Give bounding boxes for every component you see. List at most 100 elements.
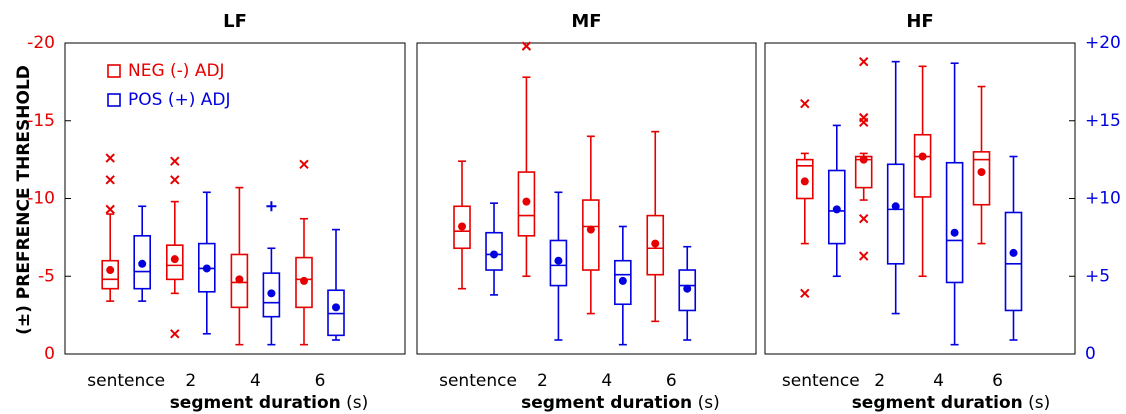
- legend-label: POS (+) ADJ: [128, 90, 230, 110]
- outlier: [105, 175, 115, 185]
- x-tick-label: 4: [250, 371, 261, 391]
- y-tick-label: -20: [27, 33, 55, 53]
- mean: [586, 225, 595, 234]
- box: [230, 253, 249, 309]
- box: [517, 171, 536, 237]
- x-tick-label: 6: [992, 371, 1003, 391]
- outlier: [170, 329, 180, 339]
- y2-tick-label: +5: [1085, 266, 1110, 286]
- box: [614, 259, 632, 306]
- y-tick-label: -15: [27, 111, 55, 131]
- outlier: [858, 214, 869, 224]
- box: [678, 269, 697, 312]
- box: [913, 133, 932, 198]
- y2-tick-label: +20: [1085, 33, 1121, 53]
- mean: [859, 155, 868, 164]
- mean: [170, 255, 179, 264]
- x-tick-label: sentence: [87, 371, 165, 391]
- mean: [950, 228, 959, 237]
- outlier: [105, 153, 115, 163]
- box: [827, 169, 846, 245]
- x-tick-label: sentence: [439, 371, 517, 391]
- box: [646, 214, 665, 276]
- mean: [618, 276, 627, 285]
- outlier: [170, 175, 180, 185]
- outlier: [858, 56, 869, 67]
- mean: [1009, 248, 1018, 257]
- mean: [651, 239, 660, 248]
- x-tick-label: 2: [537, 371, 548, 391]
- outlier: [299, 159, 309, 169]
- x-tick-label: 4: [601, 371, 612, 391]
- x-axis-label-text: segment duration: [521, 393, 692, 413]
- mean: [138, 259, 147, 268]
- mean: [800, 177, 809, 186]
- mean: [300, 276, 308, 285]
- mean: [918, 152, 927, 161]
- mean: [683, 284, 692, 293]
- box: [166, 244, 184, 281]
- x-tick-label: 6: [666, 371, 677, 391]
- y-tick-label: -10: [27, 189, 55, 209]
- mean: [106, 266, 115, 275]
- x-axis-label: segment duration (s): [521, 393, 720, 413]
- x-tick-label: 2: [874, 371, 885, 391]
- legend-marker: [107, 93, 121, 107]
- box: [795, 158, 814, 200]
- y-tick-label: -5: [38, 266, 55, 286]
- mean: [202, 264, 211, 273]
- x-axis-label: segment duration (s): [170, 393, 369, 413]
- mean: [522, 197, 531, 206]
- panel-title: MF: [571, 11, 601, 32]
- outlier: [266, 201, 277, 212]
- box: [886, 163, 905, 265]
- outlier: [858, 251, 869, 261]
- box: [549, 239, 568, 287]
- y2-tick-label: 0: [1085, 344, 1096, 364]
- mean: [267, 289, 276, 298]
- x-axis-label-text: segment duration: [170, 393, 341, 413]
- box: [133, 235, 151, 290]
- outlier: [858, 117, 869, 128]
- x-axis-label: segment duration (s): [852, 393, 1051, 413]
- outlier: [170, 156, 180, 166]
- mean: [235, 275, 244, 284]
- box: [972, 151, 991, 206]
- x-tick-label: 2: [185, 371, 196, 391]
- legend-marker: [107, 64, 121, 78]
- x-axis-label-units: (s): [341, 393, 369, 413]
- x-axis-label-text: segment duration: [852, 393, 1023, 413]
- mean: [554, 256, 563, 265]
- box: [485, 231, 503, 271]
- panel-title: HF: [906, 11, 933, 32]
- y-tick-label: 0: [44, 344, 55, 364]
- box: [1004, 211, 1023, 312]
- outlier: [800, 288, 810, 299]
- outlier: [800, 98, 810, 109]
- y2-tick-label: +10: [1085, 189, 1121, 209]
- box: [945, 161, 964, 284]
- outlier: [105, 204, 115, 215]
- box: [295, 256, 313, 309]
- y2-tick-label: +15: [1085, 111, 1121, 131]
- mean: [332, 303, 340, 312]
- y-axis-label: (±) PREFRENCE THRESHOLD: [14, 65, 34, 335]
- mean: [832, 205, 841, 214]
- box: [582, 199, 600, 271]
- box: [453, 205, 471, 250]
- box: [101, 259, 119, 290]
- mean: [891, 202, 900, 211]
- mean: [490, 250, 499, 259]
- panel-title: LF: [223, 11, 247, 32]
- panel-frame: [416, 42, 757, 355]
- outlier: [521, 41, 532, 51]
- legend-label: NEG (-) ADJ: [128, 61, 225, 81]
- x-tick-label: 6: [315, 371, 326, 391]
- mean: [977, 168, 986, 177]
- x-tick-label: 4: [933, 371, 944, 391]
- box: [262, 272, 281, 318]
- x-tick-label: sentence: [782, 371, 860, 391]
- x-axis-label-units: (s): [692, 393, 720, 413]
- mean: [458, 222, 467, 231]
